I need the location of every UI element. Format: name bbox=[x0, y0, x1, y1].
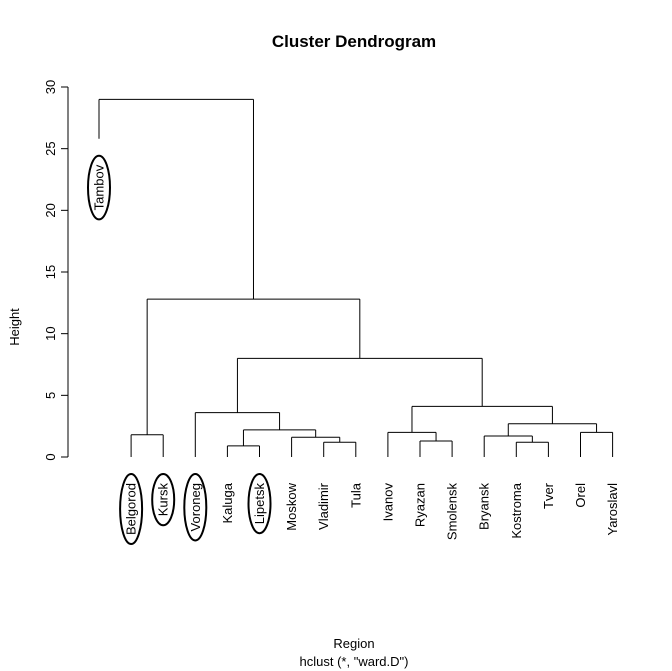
leaf-bryansk: Bryansk bbox=[477, 483, 492, 530]
leaf-label: Lipetsk bbox=[252, 483, 267, 525]
y-axis-label: Height bbox=[7, 308, 22, 346]
y-tick-label: 5 bbox=[43, 392, 58, 399]
highlight-ellipse bbox=[151, 473, 176, 527]
leaf-label: Moskow bbox=[284, 482, 299, 530]
y-tick-label: 15 bbox=[43, 265, 58, 279]
leaf-tambov: Tambov bbox=[87, 154, 111, 221]
leaf-label: Ivanov bbox=[380, 483, 395, 522]
leaf-belgorod: Belgorod bbox=[119, 473, 144, 546]
y-tick-label: 20 bbox=[43, 203, 58, 217]
leaf-label: Kaluga bbox=[220, 482, 235, 523]
leaf-voroneg: Voroneg bbox=[183, 473, 208, 542]
x-axis-label: Region bbox=[333, 636, 374, 651]
leaf-label: Yaroslavl bbox=[605, 483, 620, 536]
leaf-label: Voroneg bbox=[188, 483, 203, 531]
leaf-moskow: Moskow bbox=[284, 482, 299, 530]
leaf-label: Smolensk bbox=[445, 483, 460, 541]
y-tick-label: 0 bbox=[43, 453, 58, 460]
leaf-label: Kostroma bbox=[509, 482, 524, 538]
leaf-tver: Tver bbox=[541, 482, 556, 509]
highlight-ellipse bbox=[87, 154, 111, 221]
leaf-label: Tula bbox=[348, 482, 363, 508]
method-sublabel: hclust (*, "ward.D") bbox=[300, 654, 409, 669]
leaf-label: Tver bbox=[541, 482, 556, 509]
leaf-vladimir: Vladimir bbox=[316, 482, 331, 530]
leaf-kaluga: Kaluga bbox=[220, 482, 235, 523]
highlight-ellipse bbox=[119, 473, 144, 546]
leaf-ivanov: Ivanov bbox=[380, 483, 395, 522]
leaf-lipetsk: Lipetsk bbox=[247, 473, 272, 535]
leaf-yaroslavl: Yaroslavl bbox=[605, 483, 620, 536]
highlight-ellipse bbox=[247, 473, 272, 535]
leaf-ryazan: Ryazan bbox=[413, 483, 428, 527]
y-tick-label: 30 bbox=[43, 80, 58, 94]
leaf-tula: Tula bbox=[348, 482, 363, 508]
leaf-orel: Orel bbox=[573, 483, 588, 508]
leaf-label: Orel bbox=[573, 483, 588, 508]
leaf-label: Kursk bbox=[156, 483, 171, 517]
leaf-label: Ryazan bbox=[413, 483, 428, 527]
leaf-label: Tambov bbox=[92, 164, 107, 210]
y-tick-label: 25 bbox=[43, 141, 58, 155]
y-axis: 0 5 10 15 20 25 30 bbox=[43, 80, 69, 461]
leaf-kostroma: Kostroma bbox=[509, 482, 524, 538]
leaf-smolensk: Smolensk bbox=[445, 483, 460, 541]
leaf-label: Bryansk bbox=[477, 483, 492, 530]
chart-title: Cluster Dendrogram bbox=[272, 32, 436, 51]
leaf-label: Belgorod bbox=[124, 483, 139, 535]
dendrogram-tree bbox=[98, 98, 614, 457]
leaf-labels: Tambov Belgorod Kursk Voroneg Kaluga Lipetsk M… bbox=[87, 154, 620, 546]
y-tick-label: 10 bbox=[43, 326, 58, 340]
highlight-ellipse bbox=[183, 473, 208, 542]
leaf-label: Vladimir bbox=[316, 482, 331, 530]
leaf-kursk: Kursk bbox=[151, 473, 176, 527]
